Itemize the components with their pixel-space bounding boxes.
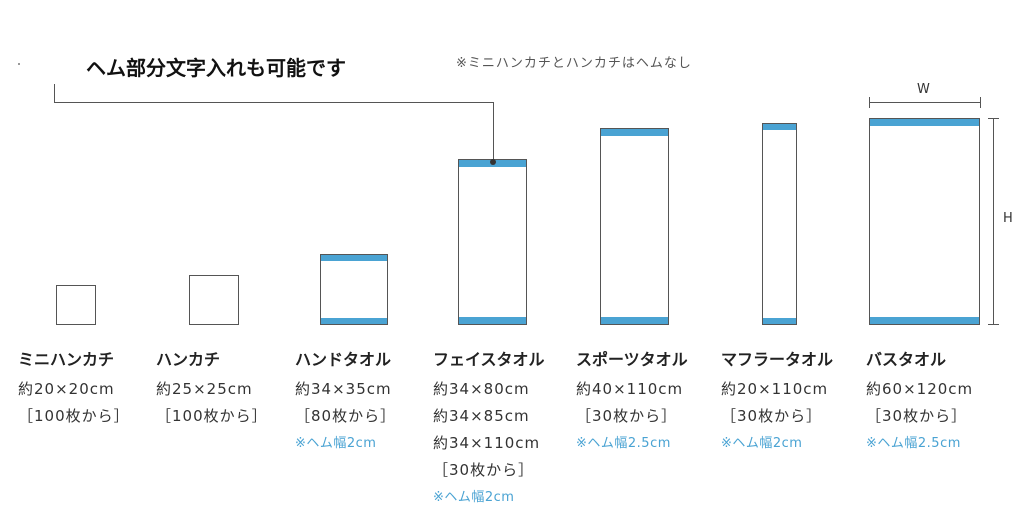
hem-bottom xyxy=(321,318,387,324)
item-minimum-order: ［30枚から］ xyxy=(866,407,968,425)
callout-line-horizontal xyxy=(54,102,493,103)
width-label: W xyxy=(917,82,930,97)
towel-hand-towel xyxy=(320,254,388,325)
hem-top xyxy=(763,124,796,130)
item-name: スポーツタオル xyxy=(576,350,688,369)
towel-muffler-towel xyxy=(762,123,797,325)
hem-bottom xyxy=(870,317,979,324)
towel-bath-towel xyxy=(869,118,980,325)
height-label: H xyxy=(1003,211,1013,226)
height-cap-bottom xyxy=(988,324,999,325)
hem-bottom xyxy=(763,318,796,324)
item-mini-handkerchief: ミニハンカチ 約20×20cm ［100枚から］ xyxy=(18,346,130,430)
callout-point xyxy=(490,159,496,165)
item-name: ミニハンカチ xyxy=(18,350,115,369)
towel-mini-handkerchief xyxy=(56,285,96,325)
width-cap-right xyxy=(980,97,981,108)
hem-bottom xyxy=(459,317,526,324)
item-face-towel: フェイスタオル 約34×80cm 約34×85cm 約34×110cm ［30枚… xyxy=(433,346,545,505)
item-name: バスタオル xyxy=(866,350,947,369)
item-minimum-order: ［100枚から］ xyxy=(18,407,130,425)
stray-dot xyxy=(18,63,20,65)
item-hem-width: ※ヘム幅2.5cm xyxy=(866,436,961,451)
item-hem-width: ※ヘム幅2cm xyxy=(721,436,803,451)
item-size: 約34×110cm xyxy=(433,434,541,452)
item-minimum-order: ［30枚から］ xyxy=(721,407,823,425)
hem-top xyxy=(870,119,979,126)
item-size: 約34×85cm xyxy=(433,407,530,425)
item-sports-towel: スポーツタオル 約40×110cm ［30枚から］ ※ヘム幅2.5cm xyxy=(576,346,688,451)
height-dimension-line xyxy=(993,118,994,325)
item-hem-width: ※ヘム幅2cm xyxy=(433,490,515,505)
hem-top xyxy=(321,255,387,261)
towel-face-towel xyxy=(458,159,527,325)
item-bath-towel: バスタオル 約60×120cm ［30枚から］ ※ヘム幅2.5cm xyxy=(866,346,973,451)
item-hem-width: ※ヘム幅2cm xyxy=(295,436,377,451)
callout-line-right xyxy=(493,102,494,161)
item-hand-towel: ハンドタオル 約34×35cm ［80枚から］ ※ヘム幅2cm xyxy=(295,346,396,451)
item-minimum-order: ［30枚から］ xyxy=(576,407,678,425)
item-name: フェイスタオル xyxy=(433,350,545,369)
item-minimum-order: ［80枚から］ xyxy=(295,407,397,425)
item-minimum-order: ［30枚から］ xyxy=(433,461,535,479)
item-handkerchief: ハンカチ 約25×25cm ［100枚から］ xyxy=(156,346,268,430)
item-name: ハンカチ xyxy=(156,350,221,369)
item-size: 約60×120cm xyxy=(866,380,974,398)
towel-handkerchief xyxy=(189,275,239,325)
item-size: 約34×80cm xyxy=(433,380,530,398)
callout-line-left xyxy=(54,84,55,103)
height-cap-top xyxy=(988,118,999,119)
hem-top xyxy=(601,129,668,136)
width-cap-left xyxy=(869,97,870,108)
item-hem-width: ※ヘム幅2.5cm xyxy=(576,436,671,451)
item-size: 約20×110cm xyxy=(721,380,829,398)
hem-note: ※ミニハンカチとハンカチはヘムなし xyxy=(456,56,692,71)
width-dimension-line xyxy=(869,102,980,103)
item-size: 約20×20cm xyxy=(18,380,115,398)
item-name: マフラータオル xyxy=(721,350,834,369)
item-size: 約34×35cm xyxy=(295,380,392,398)
page-title: ヘム部分文字入れも可能です xyxy=(86,56,346,80)
towel-sports-towel xyxy=(600,128,669,325)
item-size: 約25×25cm xyxy=(156,380,253,398)
item-size: 約40×110cm xyxy=(576,380,684,398)
item-muffler-towel: マフラータオル 約20×110cm ［30枚から］ ※ヘム幅2cm xyxy=(721,346,833,451)
item-minimum-order: ［100枚から］ xyxy=(156,407,268,425)
hem-bottom xyxy=(601,317,668,324)
item-name: ハンドタオル xyxy=(295,350,392,369)
